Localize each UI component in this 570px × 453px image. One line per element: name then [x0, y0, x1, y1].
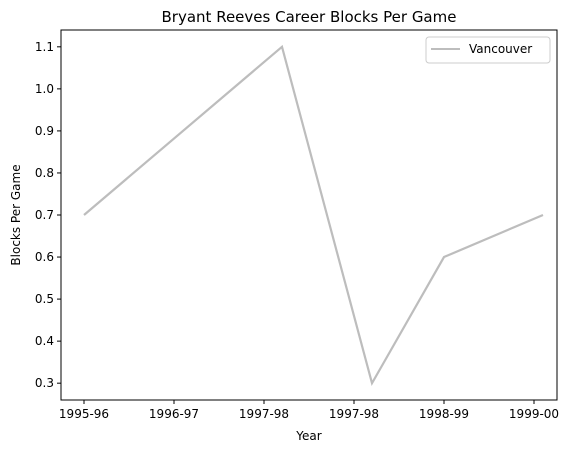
y-tick-label: 0.4: [35, 334, 54, 348]
legend-label-vancouver: Vancouver: [469, 42, 532, 56]
y-tick-label: 0.5: [35, 292, 54, 306]
x-tick-label: 1997-98: [329, 407, 379, 421]
y-tick-label: 0.7: [35, 208, 54, 222]
plot-area: 0.3 0.4 0.5 0.6 0.7 0.8 0.9 1.0 1.1 1995-96 1996-…: [35, 29, 559, 421]
series-line-vancouver: [83, 44, 544, 387]
plot-frame: [60, 29, 558, 401]
series-layer: [83, 44, 544, 387]
x-tick-label: 1996-97: [149, 407, 199, 421]
legend-box: [425, 36, 551, 64]
y-axis: 0.3 0.4 0.5 0.6 0.7 0.8 0.9 1.0 1.1: [35, 40, 61, 390]
x-tick-label: 1999-00: [509, 407, 559, 421]
x-tick-label: 1997-98: [239, 407, 289, 421]
y-axis-label: Blocks Per Game: [9, 164, 23, 265]
y-tick-label: 0.8: [35, 166, 54, 180]
y-tick-label: 1.0: [35, 82, 54, 96]
y-tick-label: 0.6: [35, 250, 54, 264]
y-tick-label: 1.1: [35, 40, 54, 54]
x-tick-label: 1995-96: [59, 407, 109, 421]
y-tick-label: 0.3: [35, 376, 54, 390]
x-axis: 1995-96 1996-97 1997-98 1997-98 1998-99 1999-…: [59, 400, 559, 421]
y-tick-label: 0.9: [35, 124, 54, 138]
chart-title: Bryant Reeves Career Blocks Per Game: [162, 8, 457, 26]
x-tick-label: 1998-99: [419, 407, 469, 421]
legend: Vancouver: [425, 36, 551, 64]
x-axis-label: Year: [295, 429, 321, 443]
